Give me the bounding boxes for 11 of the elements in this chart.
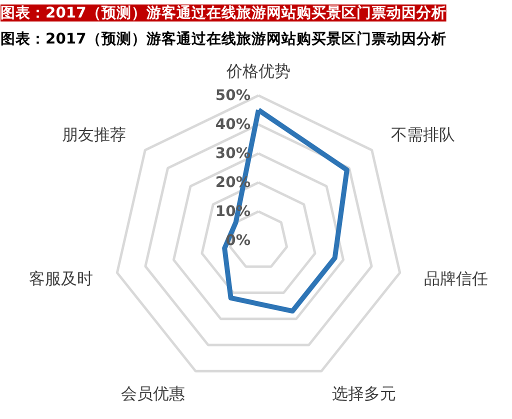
spoke-label: 价格优势 (226, 61, 290, 80)
spoke-label: 客服及时 (29, 268, 94, 288)
y-tick-label: 40% (215, 116, 251, 133)
spoke-label: 不需排队 (391, 125, 456, 144)
chart-title: 图表：2017（预测）游客通过在线旅游网站购买景区门票动因分析 (0, 4, 446, 22)
chart-subtitle: 图表：2017（预测）游客通过在线旅游网站购买景区门票动因分析 (0, 30, 446, 48)
y-tick-label: 50% (215, 87, 251, 104)
spoke-label: 朋友推荐 (62, 125, 126, 144)
spoke-label: 会员优惠 (120, 384, 185, 403)
spoke-label: 品牌信任 (424, 268, 488, 288)
spoke-label: 选择多元 (332, 384, 396, 403)
